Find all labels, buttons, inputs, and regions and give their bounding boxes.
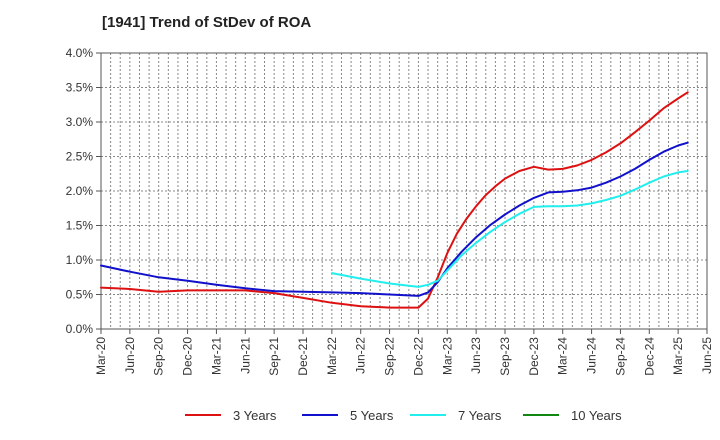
x-tick-label: Jun-20 xyxy=(123,337,137,374)
grid-lines xyxy=(101,52,707,329)
series-lines xyxy=(100,91,689,309)
y-tick-label: 3.0% xyxy=(66,115,94,129)
x-tick-label: Dec-22 xyxy=(411,337,425,376)
legend-label: 10 Years xyxy=(571,407,622,423)
x-tick-label: Mar-22 xyxy=(325,337,339,375)
legend-item: 3 Years xyxy=(185,404,276,426)
legend-item: 10 Years xyxy=(523,404,622,426)
x-tick-label: Sep-22 xyxy=(383,337,397,376)
legend-label: 5 Years xyxy=(350,407,394,423)
series-line-5-years xyxy=(100,141,689,297)
legend-item: 5 Years xyxy=(302,404,393,426)
y-tick-label: 0.0% xyxy=(66,322,94,336)
plot-frame xyxy=(100,52,708,330)
y-tick-label: 3.5% xyxy=(66,81,94,95)
x-tick-label: Mar-21 xyxy=(209,337,223,375)
x-tick-label: Dec-24 xyxy=(642,337,656,376)
chart-title: [1941] Trend of StDev of ROA xyxy=(102,14,312,31)
x-tick-label: Jun-24 xyxy=(585,337,599,374)
x-tick-label: Sep-24 xyxy=(613,337,627,376)
legend-label: 7 Years xyxy=(458,407,502,423)
x-tick-label: Dec-21 xyxy=(296,337,310,376)
y-tick-label: 4.0% xyxy=(66,46,94,60)
series-line-7-years xyxy=(330,170,689,288)
y-tick-label: 1.5% xyxy=(66,219,94,233)
legend-swatch xyxy=(410,414,446,416)
x-tick-labels: Mar-20 Jun-20 Sep-20 Dec-20 Mar-21 Jun-21 Sep-… xyxy=(94,337,714,376)
y-tick-label: 2.5% xyxy=(66,150,94,164)
series-line-3-years xyxy=(100,91,689,309)
legend: 3 Years 5 Years 7 Years 10 Years xyxy=(0,404,720,426)
x-tick-label: Jun-23 xyxy=(469,337,483,374)
axes xyxy=(96,52,708,334)
legend-swatch xyxy=(523,414,559,416)
x-tick-label: Dec-23 xyxy=(527,337,541,376)
x-tick-label: Sep-20 xyxy=(152,337,166,376)
y-tick-labels: 0.0% 0.5% 1.0% 1.5% 2.0% 2.5% 3.0% 3.5% 4.0% xyxy=(66,46,94,336)
y-tick-label: 1.0% xyxy=(66,253,94,267)
x-tick-label: Mar-20 xyxy=(94,337,108,375)
x-tick-label: Mar-23 xyxy=(440,337,454,375)
legend-swatch xyxy=(185,414,221,416)
plot-area: 0.0% 0.5% 1.0% 1.5% 2.0% 2.5% 3.0% 3.5% 4.0% Mar… xyxy=(66,46,714,376)
x-tick-label: Mar-24 xyxy=(556,337,570,375)
y-tick-label: 2.0% xyxy=(66,184,94,198)
y-tick-label: 0.5% xyxy=(66,288,94,302)
x-tick-label: Jun-21 xyxy=(238,337,252,374)
legend-item: 7 Years xyxy=(410,404,501,426)
legend-swatch xyxy=(302,414,338,416)
x-tick-label: Mar-25 xyxy=(671,337,685,375)
x-tick-label: Sep-21 xyxy=(267,337,281,376)
x-tick-label: Dec-20 xyxy=(181,337,195,376)
x-tick-label: Jun-22 xyxy=(354,337,368,374)
x-tick-label: Jun-25 xyxy=(700,337,714,374)
legend-label: 3 Years xyxy=(233,407,277,423)
x-tick-label: Sep-23 xyxy=(498,337,512,376)
